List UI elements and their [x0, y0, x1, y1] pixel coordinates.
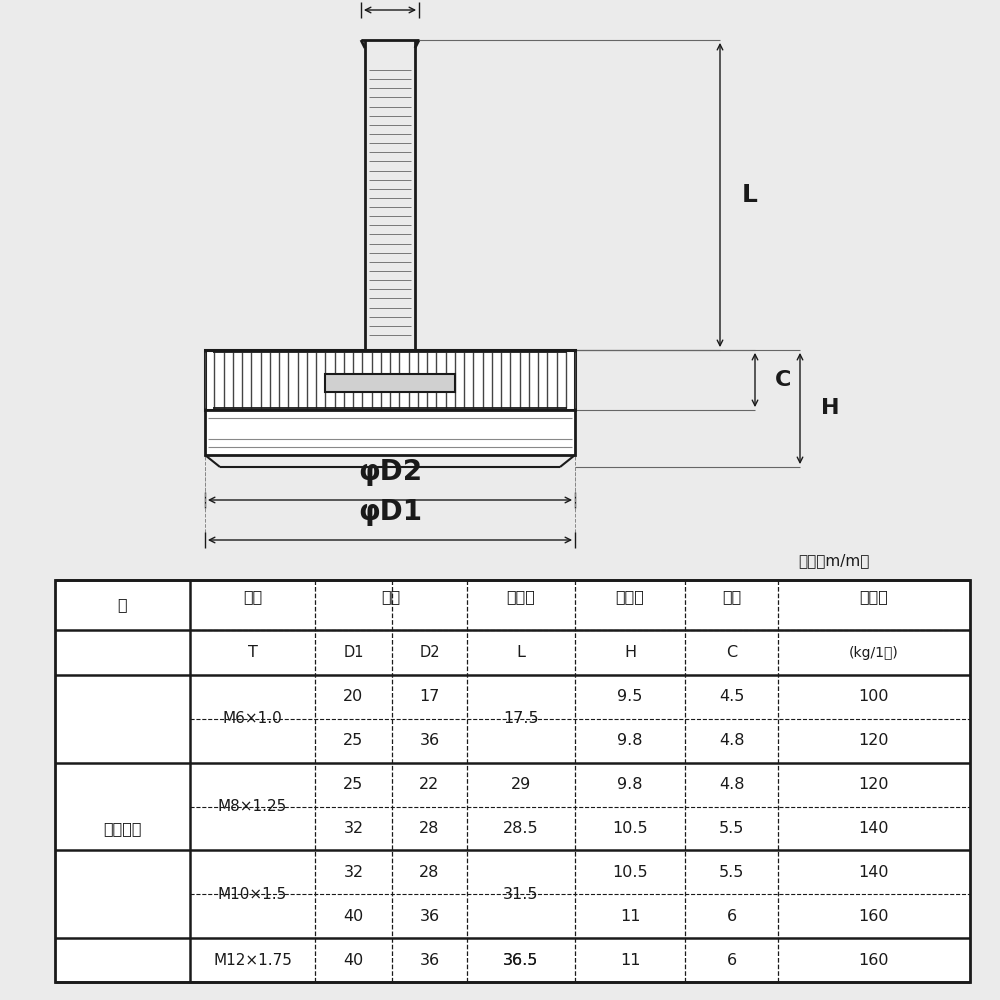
Text: 5.5: 5.5	[719, 865, 744, 880]
Text: L: L	[742, 183, 758, 207]
Text: 6: 6	[726, 953, 737, 968]
Text: 120: 120	[859, 777, 889, 792]
Bar	[55, 580, 970, 982]
Text: 32: 32	[343, 821, 364, 836]
Text: 4.8: 4.8	[719, 733, 744, 748]
Text: 28.5: 28.5	[503, 821, 539, 836]
Text: M12×1.75: M12×1.75	[213, 953, 292, 968]
Text: 160: 160	[859, 953, 889, 968]
Text: D2: D2	[419, 645, 440, 660]
Text: 40: 40	[343, 953, 364, 968]
Text: 40: 40	[343, 909, 364, 924]
Text: 31.5: 31.5	[503, 887, 539, 902]
Text: 単位（m/m）: 単位（m/m）	[799, 553, 870, 568]
Text: H: H	[821, 398, 839, 418]
Text: 6: 6	[726, 909, 737, 924]
Text: 140: 140	[859, 865, 889, 880]
Text: 座厚: 座厚	[722, 589, 741, 604]
Text: 36.5: 36.5	[503, 953, 539, 968]
Text: 4.5: 4.5	[719, 689, 744, 704]
Text: 36: 36	[419, 733, 440, 748]
Text: 9.8: 9.8	[617, 777, 643, 792]
Text: M6×1.0: M6×1.0	[223, 711, 282, 726]
Text: 9.8: 9.8	[617, 733, 643, 748]
Text: 36.5: 36.5	[503, 953, 539, 968]
Text: 色: 色	[118, 597, 127, 612]
Text: 120: 120	[859, 733, 889, 748]
Text: 10.5: 10.5	[612, 865, 648, 880]
Text: D1: D1	[343, 645, 364, 660]
Text: (kg/1ヶ): (kg/1ヶ)	[849, 646, 899, 660]
Bar	[205, 350, 575, 410]
Text: 取付高: 取付高	[616, 589, 644, 604]
Text: 100: 100	[859, 689, 889, 704]
Text: T: T	[248, 645, 257, 660]
Text: 軸径: 軸径	[243, 589, 262, 604]
Text: H: H	[624, 645, 636, 660]
Text: 28: 28	[419, 865, 440, 880]
Text: 20: 20	[343, 689, 364, 704]
Text: 9.5: 9.5	[617, 689, 643, 704]
Text: 28: 28	[419, 821, 440, 836]
Text: 25: 25	[343, 733, 364, 748]
Text: ねじ長: ねじ長	[507, 589, 535, 604]
Text: 29: 29	[511, 777, 531, 792]
Text: 25: 25	[343, 777, 364, 792]
Text: 32: 32	[343, 865, 364, 880]
Text: 11: 11	[620, 953, 640, 968]
Text: 17.5: 17.5	[503, 711, 539, 726]
Text: C: C	[775, 370, 791, 390]
Bar	[205, 410, 575, 455]
Text: 36: 36	[419, 953, 440, 968]
Text: 耐荷重: 耐荷重	[860, 589, 888, 604]
Text: M10×1.5: M10×1.5	[218, 887, 287, 902]
Text: 22: 22	[419, 777, 440, 792]
Text: 4.8: 4.8	[719, 777, 744, 792]
Text: ベージュ: ベージュ	[103, 821, 142, 836]
Text: 5.5: 5.5	[719, 821, 744, 836]
Text: 17: 17	[419, 689, 440, 704]
Text: 160: 160	[859, 909, 889, 924]
Text: 11: 11	[620, 909, 640, 924]
Text: 140: 140	[859, 821, 889, 836]
Text: φD2: φD2	[358, 458, 422, 486]
Text: 座径: 座径	[381, 589, 401, 604]
Text: M8×1.25: M8×1.25	[218, 799, 287, 814]
Text: 10.5: 10.5	[612, 821, 648, 836]
Text: 36: 36	[419, 909, 440, 924]
Text: C: C	[726, 645, 737, 660]
Bar	[325, 374, 455, 392]
Text: φD1: φD1	[358, 498, 422, 526]
Text: L: L	[517, 645, 525, 660]
